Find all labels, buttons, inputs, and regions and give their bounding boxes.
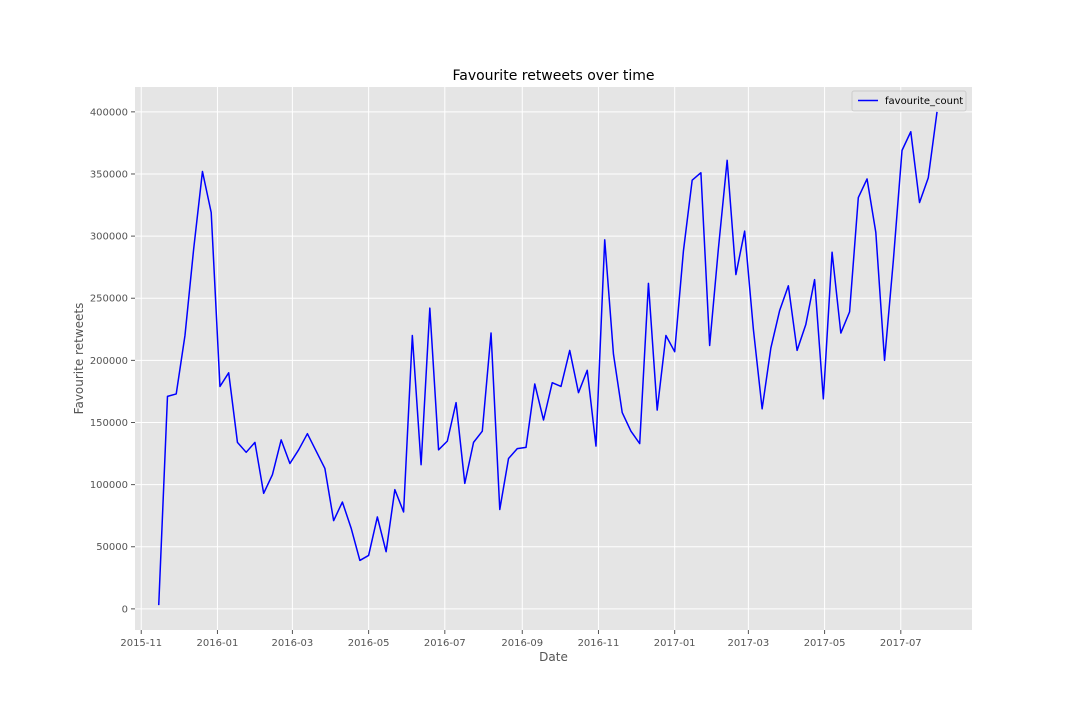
- chart-title: Favourite retweets over time: [452, 68, 654, 84]
- y-tick-label: 350000: [90, 169, 128, 180]
- legend: favourite_count: [851, 90, 967, 112]
- x-tick-label: 2017-07: [880, 638, 922, 649]
- x-tick-label: 2016-11: [578, 638, 620, 649]
- grid-lines: [135, 87, 972, 630]
- x-tick-label: 2016-09: [501, 638, 543, 649]
- x-tick-label: 2017-03: [727, 638, 769, 649]
- x-tick-label: 2015-11: [120, 638, 162, 649]
- y-tick-label: 200000: [90, 356, 128, 367]
- plot-background: [135, 87, 972, 630]
- x-axis-label: Date: [539, 650, 568, 664]
- legend-label-favourite-count: favourite_count: [885, 96, 963, 107]
- x-tick-label: 2016-01: [197, 638, 239, 649]
- x-tick-label: 2017-05: [804, 638, 846, 649]
- y-tick-label: 100000: [90, 480, 128, 491]
- y-tick-label: 300000: [90, 232, 128, 243]
- x-axis-ticks: 2015-11 2016-01 2016-03 2016-05 2016-07 2016-…: [120, 630, 922, 649]
- series-line-favourite-count: [157, 111, 938, 606]
- y-tick-label: 150000: [90, 418, 128, 429]
- y-tick-label: 400000: [90, 107, 128, 118]
- y-tick-label: 250000: [90, 294, 128, 305]
- x-tick-label: 2016-05: [348, 638, 390, 649]
- series-layer: [157, 111, 938, 606]
- legend-box: [851, 90, 967, 112]
- y-tick-label: 0: [122, 604, 128, 615]
- y-axis-label: Favourite retweets: [72, 303, 86, 415]
- y-tick-label: 50000: [96, 542, 128, 553]
- x-tick-label: 2016-07: [424, 638, 466, 649]
- y-axis-ticks: 0 50000 100000 150000 200000 250000 300000 3500…: [90, 107, 135, 615]
- x-tick-label: 2017-01: [654, 638, 696, 649]
- x-tick-label: 2016-03: [272, 638, 314, 649]
